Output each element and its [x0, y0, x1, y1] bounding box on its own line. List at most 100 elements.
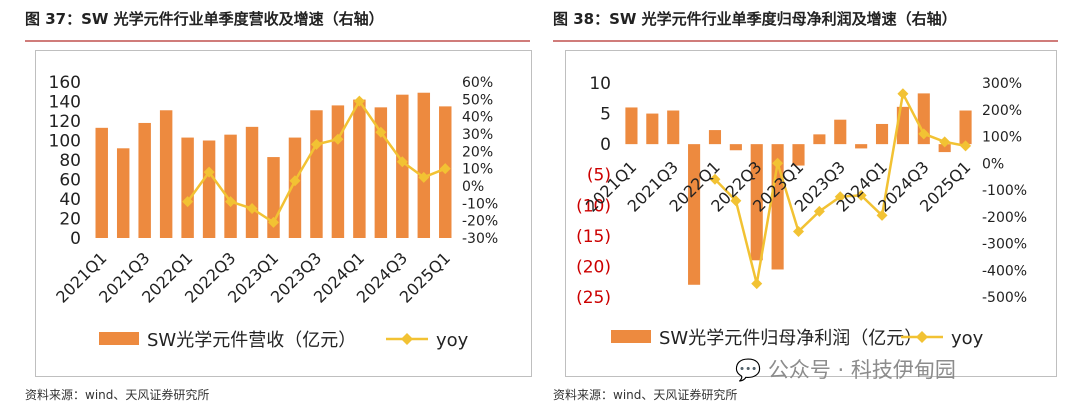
- wechat-icon: 💬: [735, 358, 762, 382]
- y2-tick-label: -300%: [982, 237, 1027, 253]
- yoy-point: [182, 196, 194, 208]
- bar: [625, 107, 638, 145]
- bar: [729, 144, 742, 151]
- y-tick-label: 140: [49, 93, 81, 113]
- y2-tick-label: 300%: [982, 76, 1022, 92]
- right-source-note: 资料来源：wind、天风证券研究所: [553, 388, 738, 402]
- yoy-point: [918, 128, 930, 140]
- y2-tick-label: -30%: [462, 231, 498, 247]
- y2-tick-label: 10%: [462, 162, 493, 178]
- legend-line-marker: [916, 331, 928, 343]
- bar: [855, 144, 868, 149]
- yoy-point: [793, 225, 804, 237]
- y-tick-label: (10): [576, 196, 611, 216]
- y-tick-label: 10: [589, 74, 611, 94]
- bar: [417, 92, 431, 238]
- bar: [708, 130, 722, 145]
- y-tick-label: (20): [576, 257, 611, 277]
- watermark-text: 💬 公众号 · 科技伊甸园: [735, 354, 956, 384]
- bar: [245, 126, 259, 238]
- y2-tick-label: 40%: [462, 110, 493, 126]
- y-tick-label: 120: [49, 112, 81, 132]
- yoy-point: [225, 196, 237, 208]
- y2-tick-label: -20%: [462, 214, 498, 230]
- y2-tick-label: -400%: [982, 263, 1027, 279]
- right-chart-title: 图 38：SW 光学元件行业单季度归母净利润及增速（右轴）: [553, 10, 957, 28]
- y2-tick-label: 50%: [462, 92, 493, 108]
- bar: [138, 122, 151, 238]
- bar: [750, 144, 763, 261]
- yoy-point: [876, 209, 888, 221]
- y2-tick-label: 0%: [462, 179, 484, 195]
- yoy-point: [289, 175, 301, 187]
- left-chart-frame: 0 20 40 60 80 100 120 140 160 -30% -20% -10% 0% 10% 20…: [35, 50, 532, 377]
- bar: [646, 113, 659, 145]
- legend-line-label: yoy: [951, 328, 984, 349]
- y-tick-label: 100: [49, 132, 81, 152]
- bar: [202, 140, 216, 238]
- y-tick-label: 0: [70, 229, 81, 249]
- bar: [224, 134, 237, 238]
- y2-tick-label: 20%: [462, 144, 493, 160]
- bar: [181, 137, 194, 238]
- y-tick-label: (15): [576, 227, 611, 247]
- yoy-point: [310, 138, 322, 150]
- bar: [116, 148, 130, 238]
- bar: [834, 119, 847, 145]
- legend-bar-swatch: [611, 330, 651, 343]
- right-chart-frame: (25) (20) (15) (10) (5) 0 5 10 -500% -400% -300% -2…: [565, 50, 1057, 377]
- yoy-point: [418, 171, 430, 183]
- y2-tick-label: -10%: [462, 196, 498, 212]
- yoy-point: [709, 173, 721, 185]
- bar: [288, 137, 302, 238]
- bar: [95, 127, 108, 238]
- bar: [938, 144, 951, 153]
- right-profit-chart: (25) (20) (15) (10) (5) 0 5 10 -500% -400% -300% -2…: [576, 74, 1027, 349]
- y2-tick-label: 60%: [462, 75, 493, 91]
- yoy-point: [751, 278, 763, 290]
- yoy-point: [353, 95, 365, 107]
- bar: [667, 110, 680, 145]
- bar: [374, 107, 388, 238]
- y2-tick-label: -500%: [982, 290, 1027, 306]
- y2-tick-label: -100%: [982, 183, 1027, 199]
- y-tick-label: 80: [59, 151, 81, 171]
- left-source-note: 资料来源：wind、天风证券研究所: [25, 388, 210, 402]
- y-tick-label: (5): [587, 166, 611, 186]
- yoy-point: [439, 163, 451, 175]
- y2-tick-label: -200%: [982, 210, 1027, 226]
- bar: [792, 144, 805, 166]
- yoy-point: [246, 203, 258, 215]
- y-tick-label: 60: [59, 171, 81, 191]
- legend-line-label: yoy: [436, 330, 469, 351]
- y2-tick-label: 100%: [982, 130, 1022, 146]
- y2-tick-label: 200%: [982, 103, 1022, 119]
- bar: [875, 123, 889, 145]
- left-title-rule: [25, 40, 530, 42]
- bar: [813, 134, 826, 145]
- yoy-point: [268, 216, 279, 228]
- legend-bar-label: SW光学元件归母净利润（亿元）: [659, 328, 922, 349]
- bar: [688, 144, 701, 285]
- yoy-point: [897, 88, 909, 100]
- bar: [159, 110, 173, 238]
- yoy-point: [772, 157, 784, 169]
- yoy-point: [939, 136, 951, 148]
- right-title-rule: [553, 40, 1058, 42]
- y-tick-label: 0: [600, 135, 611, 155]
- bar: [331, 105, 345, 239]
- yoy-point: [332, 133, 344, 145]
- yoy-point: [396, 156, 408, 168]
- left-chart-title: 图 37：SW 光学元件行业单季度营收及增速（右轴）: [25, 10, 384, 28]
- yoy-point: [834, 191, 846, 203]
- legend-bar-swatch: [99, 332, 139, 345]
- y-tick-label: 160: [49, 73, 81, 93]
- watermark-label: 公众号 · 科技伊甸园: [767, 358, 956, 382]
- bar: [310, 110, 323, 238]
- bar: [959, 110, 972, 145]
- y-tick-label: (25): [576, 288, 611, 308]
- yoy-point: [960, 140, 972, 152]
- legend-bar-label: SW光学元件营收（亿元）: [147, 330, 356, 351]
- y2-tick-label: 30%: [462, 127, 493, 143]
